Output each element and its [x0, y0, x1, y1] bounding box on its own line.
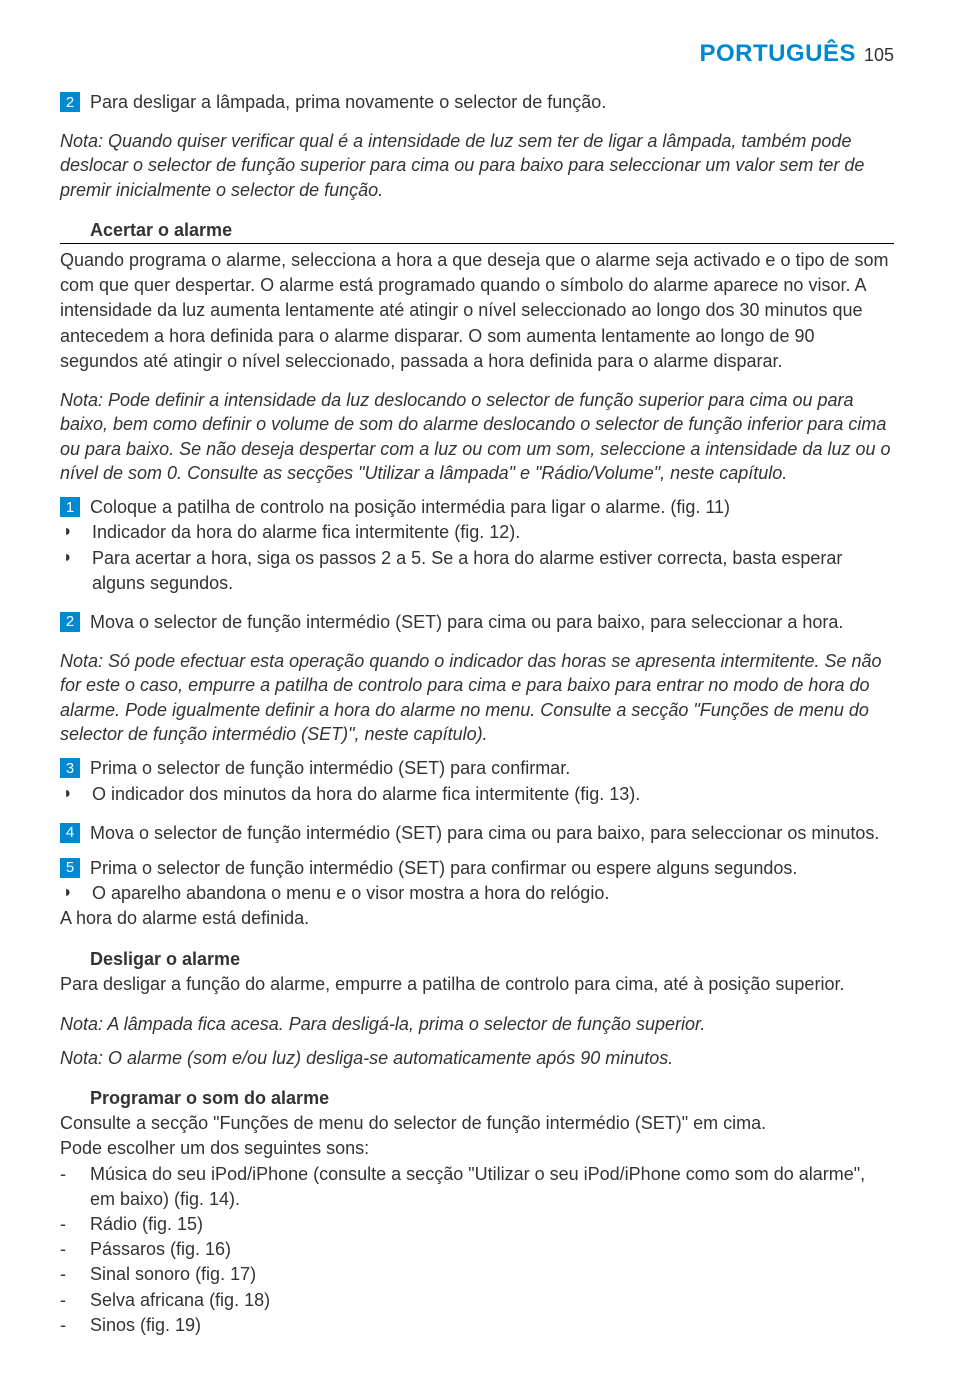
step-number-icon: 3: [60, 758, 80, 778]
heading-rule: Acertar o alarme: [60, 220, 894, 244]
step-number-icon: 1: [60, 497, 80, 517]
note-4: Nota: A lâmpada fica acesa. Para desligá…: [60, 1012, 894, 1036]
page-number: 105: [864, 45, 894, 66]
dash-icon: -: [60, 1162, 70, 1187]
step-number-icon: 4: [60, 823, 80, 843]
language-brand: Português: [699, 40, 856, 68]
note-1: Nota: Quando quiser verificar qual é a i…: [60, 129, 894, 202]
step-text: Prima o selector de função intermédio (S…: [90, 856, 894, 881]
acertar-paragraph: Quando programa o alarme, selecciona a h…: [60, 248, 894, 374]
step-number-icon: 2: [60, 92, 80, 112]
bullet-text: Para acertar a hora, siga os passos 2 a …: [92, 546, 894, 596]
list-item: - Pássaros (fig. 16): [60, 1237, 894, 1262]
bullet-item: ◗ O aparelho abandona o menu e o visor m…: [60, 881, 894, 906]
step-text: Prima o selector de função intermédio (S…: [90, 756, 894, 781]
step-text: Mova o selector de função intermédio (SE…: [90, 610, 894, 635]
bullet-text: O aparelho abandona o menu e o visor mos…: [92, 881, 894, 906]
dash-icon: -: [60, 1288, 70, 1313]
pointer-icon: ◗: [60, 547, 78, 569]
note-2: Nota: Pode definir a intensidade da luz …: [60, 388, 894, 485]
step-text: Mova o selector de função intermédio (SE…: [90, 821, 894, 846]
step-number-icon: 5: [60, 858, 80, 878]
pointer-icon: ◗: [60, 882, 78, 904]
dash-icon: -: [60, 1212, 70, 1237]
bullet-item: ◗ O indicador dos minutos da hora do ala…: [60, 782, 894, 807]
list-text: Música do seu iPod/iPhone (consulte a se…: [90, 1162, 894, 1212]
bullet-item: ◗ Indicador da hora do alarme fica inter…: [60, 520, 894, 545]
list-item: - Música do seu iPod/iPhone (consulte a …: [60, 1162, 894, 1212]
heading-programar-som: Programar o som do alarme: [60, 1088, 894, 1111]
heading-desligar-alarme: Desligar o alarme: [60, 949, 894, 972]
list-text: Sinos (fig. 19): [90, 1313, 894, 1338]
programar-p1: Consulte a secção "Funções de menu do se…: [60, 1111, 894, 1136]
pointer-icon: ◗: [60, 783, 78, 805]
alarme-definida: A hora do alarme está definida.: [60, 906, 894, 931]
note-5: Nota: O alarme (som e/ou luz) desliga-se…: [60, 1046, 894, 1070]
list-text: Selva africana (fig. 18): [90, 1288, 894, 1313]
list-text: Pássaros (fig. 16): [90, 1237, 894, 1262]
list-item: - Sinal sonoro (fig. 17): [60, 1262, 894, 1287]
step-3: 3 Prima o selector de função intermédio …: [60, 756, 894, 781]
list-text: Rádio (fig. 15): [90, 1212, 894, 1237]
bullet-text: O indicador dos minutos da hora do alarm…: [92, 782, 894, 807]
list-text: Sinal sonoro (fig. 17): [90, 1262, 894, 1287]
heading-acertar-alarme: Acertar o alarme: [60, 220, 894, 243]
programar-p2: Pode escolher um dos seguintes sons:: [60, 1136, 894, 1161]
list-item: - Sinos (fig. 19): [60, 1313, 894, 1338]
step-2: 2 Mova o selector de função intermédio (…: [60, 610, 894, 635]
step-1: 1 Coloque a patilha de controlo na posiç…: [60, 495, 894, 520]
page-header: Português 105: [60, 40, 894, 68]
dash-icon: -: [60, 1313, 70, 1338]
pointer-icon: ◗: [60, 521, 78, 543]
note-3: Nota: Só pode efectuar esta operação qua…: [60, 649, 894, 746]
step-text: Coloque a patilha de controlo na posição…: [90, 495, 894, 520]
dash-icon: -: [60, 1237, 70, 1262]
dash-icon: -: [60, 1262, 70, 1287]
list-item: - Rádio (fig. 15): [60, 1212, 894, 1237]
bullet-item: ◗ Para acertar a hora, siga os passos 2 …: [60, 546, 894, 596]
step-4: 4 Mova o selector de função intermédio (…: [60, 821, 894, 846]
bullet-text: Indicador da hora do alarme fica intermi…: [92, 520, 894, 545]
desligar-paragraph: Para desligar a função do alarme, empurr…: [60, 972, 894, 997]
list-item: - Selva africana (fig. 18): [60, 1288, 894, 1313]
step-text: Para desligar a lâmpada, prima novamente…: [90, 90, 894, 115]
step-5: 5 Prima o selector de função intermédio …: [60, 856, 894, 881]
step-number-icon: 2: [60, 612, 80, 632]
step-2-top: 2 Para desligar a lâmpada, prima novamen…: [60, 90, 894, 115]
